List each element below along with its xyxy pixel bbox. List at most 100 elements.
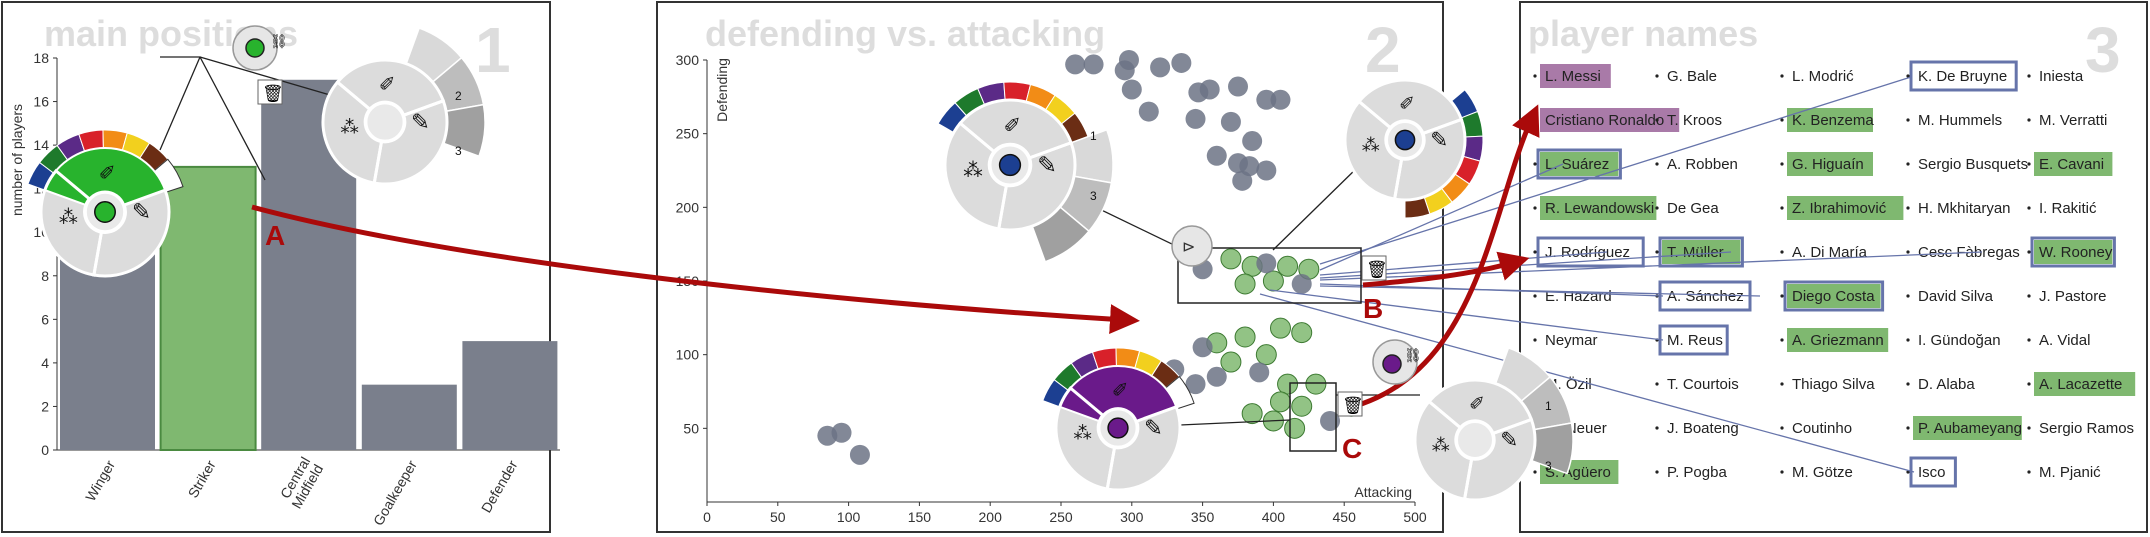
- player-name-item[interactable]: G. Higuaín: [1780, 152, 1873, 176]
- player-name-item[interactable]: K. De Bruyne: [1906, 60, 2018, 92]
- radial-menu-panel-2[interactable]: ✎ ⁂ ✐: [937, 81, 1114, 263]
- scatter-point[interactable]: [1269, 317, 1291, 339]
- scatter-point[interactable]: [1241, 403, 1263, 425]
- player-name-item[interactable]: A. Di María: [1780, 244, 1868, 261]
- player-name-item[interactable]: Diego Costa: [1780, 280, 1885, 312]
- player-name-item[interactable]: P. Pogba: [1655, 464, 1727, 481]
- player-name-item[interactable]: Iniesta: [2027, 68, 2084, 85]
- player-name-item[interactable]: A. Robben: [1655, 156, 1738, 173]
- scatter-point[interactable]: [1277, 373, 1299, 395]
- player-name-item[interactable]: J. Rodríguez: [1533, 236, 1645, 268]
- scatter-point[interactable]: [1220, 111, 1241, 132]
- player-name-item[interactable]: De Gea: [1655, 200, 1719, 217]
- scatter-point[interactable]: [1185, 374, 1206, 395]
- trash-button-panel-1[interactable]: 🗑: [257, 79, 284, 105]
- scatter-point[interactable]: [1256, 253, 1277, 274]
- scatter-point[interactable]: [1188, 82, 1209, 103]
- player-name-item[interactable]: L. Messi: [1533, 64, 1611, 88]
- scatter-point[interactable]: [1232, 170, 1253, 191]
- scatter-point[interactable]: [1256, 89, 1277, 110]
- link-handle-panel-2[interactable]: ⊳: [1171, 225, 1213, 267]
- scatter-point[interactable]: [1256, 160, 1277, 181]
- radial-menu-panel-1-sub[interactable]: ✎ ⁂ ✐: [321, 27, 486, 186]
- scatter-point[interactable]: [1269, 391, 1291, 413]
- player-name-item[interactable]: T. Müller: [1655, 236, 1744, 268]
- scatter-point[interactable]: [1291, 273, 1312, 294]
- link-handle-panel-2-lower[interactable]: ⛓: [1372, 339, 1422, 385]
- scatter-point[interactable]: [849, 444, 870, 465]
- scatter-point[interactable]: [1206, 366, 1227, 387]
- scatter-point[interactable]: [1234, 326, 1256, 348]
- player-name-item[interactable]: I. Gündoğan: [1906, 332, 2001, 349]
- player-name-item[interactable]: M. Hummels: [1906, 112, 2002, 129]
- scatter-point[interactable]: [1270, 89, 1291, 110]
- scatter-point[interactable]: [1234, 273, 1256, 295]
- player-name-item[interactable]: Cristiano Ronaldo: [1533, 108, 1680, 132]
- player-name-item[interactable]: Thiago Silva: [1780, 376, 1875, 393]
- scatter-point[interactable]: [1083, 54, 1104, 75]
- player-name-item[interactable]: L. Modrić: [1780, 68, 1854, 85]
- scatter-point[interactable]: [1262, 270, 1284, 292]
- player-name-item[interactable]: Sergio Ramos: [2027, 420, 2134, 437]
- player-name-item[interactable]: Coutinho: [1780, 420, 1852, 437]
- radial-menu-panel-2-right[interactable]: ✎ ⁂ ✐: [1343, 78, 1484, 219]
- scatter-point[interactable]: [1138, 101, 1159, 122]
- bar-striker[interactable]: [159, 165, 257, 451]
- player-name-item[interactable]: Sergio Busquets: [1906, 156, 2028, 173]
- player-name-item[interactable]: R. Lewandowski: [1533, 196, 1657, 220]
- player-name-item[interactable]: L. Suárez: [1533, 148, 1622, 180]
- player-name-item[interactable]: E. Cavani: [2027, 152, 2113, 176]
- player-name-item[interactable]: I. Rakitić: [2027, 200, 2097, 217]
- scatter-point[interactable]: [1242, 131, 1263, 152]
- scatter-point[interactable]: [1192, 337, 1213, 358]
- trash-button-panel-2[interactable]: 🗑: [1361, 255, 1388, 281]
- scatter-point[interactable]: [1228, 76, 1248, 97]
- scatter-point[interactable]: [1065, 54, 1086, 75]
- selection-box-b[interactable]: [1177, 247, 1362, 304]
- player-name-item[interactable]: M. Verratti: [2027, 112, 2107, 129]
- player-name-item[interactable]: A. Lacazette: [2027, 372, 2136, 396]
- radial-menu-panel-2-lower-right[interactable]: ✎ ⁂ ✐: [1413, 346, 1574, 502]
- scatter-point[interactable]: [1114, 60, 1135, 81]
- scatter-point[interactable]: [1277, 255, 1299, 277]
- link-handle-panel-1[interactable]: ⛓: [232, 25, 288, 71]
- player-name-item[interactable]: A. Vidal: [2027, 332, 2090, 349]
- player-name-item[interactable]: D. Alaba: [1906, 376, 1975, 393]
- selection-box-c[interactable]: [1289, 382, 1337, 452]
- player-name-item[interactable]: A. Griezmann: [1780, 328, 1889, 352]
- scatter-point[interactable]: [1284, 417, 1306, 439]
- player-name-item[interactable]: G. Bale: [1655, 68, 1717, 85]
- bar-goalkeeper[interactable]: [361, 384, 457, 450]
- radial-menu-panel-1[interactable]: ✎ ⁂ ✐: [27, 129, 184, 278]
- player-name-item[interactable]: P. Aubameyang: [1906, 416, 2022, 440]
- player-name-item[interactable]: David Silva: [1906, 288, 1994, 305]
- trash-button-panel-2-lower[interactable]: 🗑: [1337, 391, 1364, 417]
- player-name-item[interactable]: K. Benzema: [1780, 108, 1874, 132]
- player-name-item[interactable]: M. Pjanić: [2027, 464, 2101, 481]
- player-name-item[interactable]: J. Pastore: [2027, 288, 2107, 305]
- scatter-point[interactable]: [1255, 344, 1277, 366]
- radial-menu-panel-2-lower[interactable]: ✎ ⁂ ✐: [1042, 347, 1195, 492]
- scatter-point[interactable]: [1121, 79, 1142, 100]
- scatter-point[interactable]: [1206, 145, 1227, 166]
- player-name-item[interactable]: T. Courtois: [1655, 376, 1739, 393]
- player-name-item[interactable]: J. Boateng: [1655, 420, 1739, 437]
- scatter-point[interactable]: [1291, 395, 1313, 417]
- bar-defender[interactable]: [462, 341, 558, 450]
- player-name-item[interactable]: M. Götze: [1780, 464, 1853, 481]
- player-name-item[interactable]: W. Rooney: [2027, 236, 2116, 268]
- player-name-item[interactable]: H. Mkhitaryan: [1906, 200, 2011, 217]
- player-name-item[interactable]: Isco: [1906, 456, 1957, 488]
- scatter-point[interactable]: [1291, 322, 1313, 344]
- scatter-point[interactable]: [1150, 57, 1171, 78]
- scatter-point[interactable]: [1185, 108, 1206, 129]
- player-name-item[interactable]: T. Kroos: [1655, 112, 1722, 129]
- scatter-point[interactable]: [1305, 373, 1327, 395]
- scatter-point[interactable]: [1171, 52, 1192, 73]
- player-name-item[interactable]: Neymar: [1533, 332, 1598, 349]
- scatter-point[interactable]: [1220, 248, 1242, 270]
- scatter-point[interactable]: [1249, 362, 1270, 383]
- player-name-item[interactable]: Z. Ibrahimović: [1780, 196, 1904, 220]
- scatter-point[interactable]: [831, 422, 852, 443]
- scatter-point[interactable]: [1220, 351, 1242, 373]
